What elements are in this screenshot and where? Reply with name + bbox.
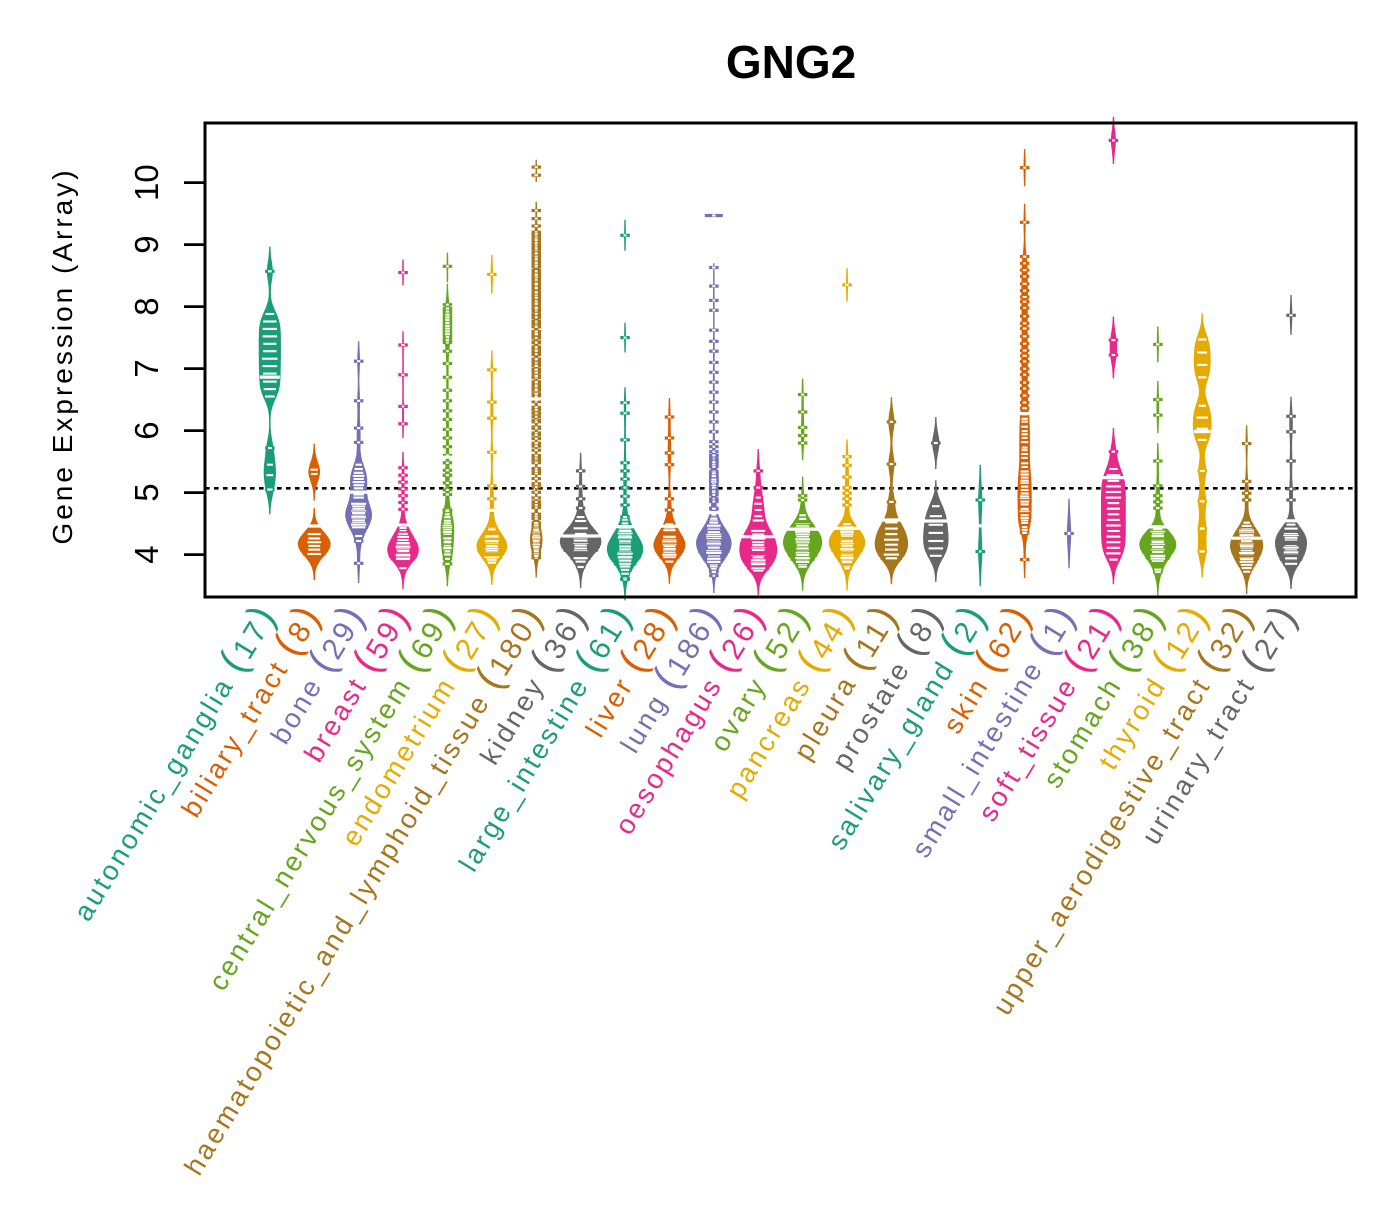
svg-text:9: 9 xyxy=(128,235,165,253)
svg-text:7: 7 xyxy=(128,359,165,377)
svg-text:GNG2: GNG2 xyxy=(726,36,856,88)
svg-text:10: 10 xyxy=(128,164,165,201)
svg-text:Gene Expression (Array): Gene Expression (Array) xyxy=(47,167,78,544)
svg-text:6: 6 xyxy=(128,421,165,439)
svg-text:8: 8 xyxy=(128,297,165,315)
svg-text:5: 5 xyxy=(128,483,165,501)
svg-text:4: 4 xyxy=(128,545,165,563)
